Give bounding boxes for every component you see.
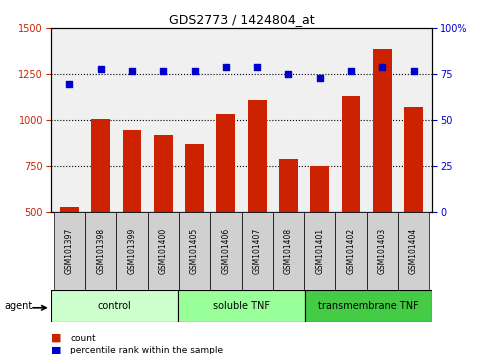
Text: soluble TNF: soluble TNF (213, 301, 270, 311)
Text: GSM101399: GSM101399 (128, 228, 137, 274)
Title: GDS2773 / 1424804_at: GDS2773 / 1424804_at (169, 13, 314, 26)
Bar (373, 48, 392, 304)
Text: control: control (98, 301, 131, 311)
Bar (367, 212, 398, 290)
Text: GSM101401: GSM101401 (315, 228, 324, 274)
Text: count: count (70, 333, 96, 343)
Text: GSM101404: GSM101404 (409, 228, 418, 274)
Bar (248, 100, 267, 304)
Text: ■: ■ (51, 346, 61, 354)
Bar (404, 107, 423, 304)
Bar (279, 159, 298, 304)
Bar (60, 207, 79, 304)
Bar (242, 212, 273, 290)
Text: ■: ■ (51, 333, 61, 343)
Point (97, 66, 105, 72)
Bar (210, 212, 242, 290)
Bar (305, 290, 432, 322)
Bar (304, 212, 335, 290)
Text: transmembrane TNF: transmembrane TNF (318, 301, 419, 311)
Text: GSM101407: GSM101407 (253, 228, 262, 274)
Text: agent: agent (5, 301, 33, 311)
Point (159, 68, 167, 74)
Bar (116, 212, 148, 290)
Text: GSM101408: GSM101408 (284, 228, 293, 274)
Text: percentile rank within the sample: percentile rank within the sample (70, 346, 223, 354)
Bar (179, 212, 210, 290)
Text: GSM101406: GSM101406 (221, 228, 230, 274)
Point (191, 68, 199, 74)
Text: GSM101403: GSM101403 (378, 228, 387, 274)
Bar (216, 114, 235, 304)
Text: GSM101398: GSM101398 (96, 228, 105, 274)
Bar (154, 135, 173, 304)
Point (410, 68, 417, 74)
Bar (54, 212, 85, 290)
Point (316, 75, 324, 81)
Point (222, 64, 230, 70)
Text: GSM101402: GSM101402 (346, 228, 355, 274)
Point (128, 68, 136, 74)
Point (378, 64, 386, 70)
Bar (335, 212, 367, 290)
Bar (148, 212, 179, 290)
Point (347, 68, 355, 74)
Bar (91, 119, 110, 304)
Bar (51, 290, 178, 322)
Point (253, 64, 261, 70)
Bar (341, 96, 360, 304)
Bar (398, 212, 429, 290)
Text: GSM101400: GSM101400 (159, 228, 168, 274)
Text: GSM101397: GSM101397 (65, 228, 74, 274)
Text: GSM101405: GSM101405 (190, 228, 199, 274)
Bar (178, 290, 305, 322)
Bar (185, 144, 204, 304)
Point (66, 81, 73, 86)
Point (284, 72, 292, 77)
Bar (310, 166, 329, 304)
Bar (123, 130, 142, 304)
Bar (273, 212, 304, 290)
Bar (85, 212, 116, 290)
